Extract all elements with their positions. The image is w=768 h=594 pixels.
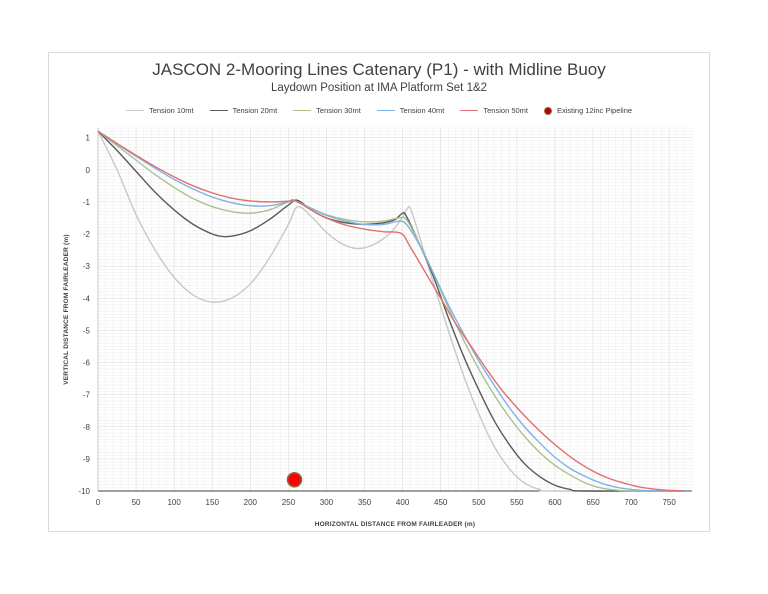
pipeline-marker (286, 472, 303, 488)
x-tick-label: 0 (96, 498, 101, 507)
legend-label: Tension 10mt (148, 106, 194, 115)
series-line-tension-10 (97, 130, 693, 492)
y-tick-label: -7 (83, 391, 91, 400)
legend-item-tension-10: Tension 10mt (125, 106, 194, 115)
y-tick-label: -3 (83, 262, 91, 271)
x-tick-label: 450 (434, 498, 448, 507)
legend-item-tension-50: Tension 50mt (460, 106, 528, 115)
x-axis-title: HORIZONTAL DISTANCE FROM FAIRLEADER (m) (315, 521, 476, 528)
series-line-tension-50 (97, 130, 685, 492)
x-tick-label: 700 (624, 498, 638, 507)
legend-swatch (460, 109, 479, 112)
x-tick-label: 150 (206, 498, 220, 507)
chart-subtitle: Laydown Position at IMA Platform Set 1&2 (270, 82, 488, 94)
legend-label: Tension 50mt (483, 106, 528, 115)
chart-legend: Tension 10mt Tension 20mt Tension 30mt Tens… (48, 106, 710, 115)
y-tick-label: -2 (83, 230, 91, 239)
legend-swatch (125, 109, 144, 112)
y-tick-label: -4 (83, 294, 91, 303)
legend-item-tension-20: Tension 20mt (209, 106, 278, 115)
x-tick-label: 300 (320, 498, 334, 507)
series-line-tension-20 (97, 130, 693, 492)
legend-label: Existing 12inc Pipeline (557, 106, 633, 115)
chart-title-suffix: with Midline Buoy (468, 60, 606, 79)
x-tick-label: 650 (586, 498, 600, 507)
y-tick-label: -9 (83, 455, 91, 464)
legend-swatch (544, 106, 552, 115)
series-line-tension-30 (97, 130, 693, 492)
x-tick-label: 100 (167, 498, 181, 507)
legend-label: Tension 40mt (399, 106, 445, 115)
x-tick-label: 350 (358, 498, 372, 507)
y-tick-label: -5 (83, 326, 91, 335)
x-tick-label: 250 (282, 498, 296, 507)
x-tick-label: 750 (662, 498, 676, 507)
legend-swatch (209, 109, 228, 112)
legend-label: Tension 20mt (232, 106, 278, 115)
x-tick-label: 400 (396, 498, 410, 507)
legend-swatch (376, 109, 395, 112)
chart-title: JASCON 2-Mooring Lines Catenary (P1) - w… (48, 60, 710, 80)
x-tick-label: 550 (510, 498, 524, 507)
x-tick-label: 600 (548, 498, 562, 507)
x-tick-label: 200 (244, 498, 258, 507)
legend-item-pipeline: Existing 12inc Pipeline (544, 106, 632, 115)
series-line-tension-40 (97, 130, 693, 492)
y-tick-label: -1 (83, 198, 91, 207)
y-axis-title: VERTICAL DISTANCE FROM FAIRLEADER (m) (63, 234, 70, 385)
y-tick-label: -8 (83, 423, 91, 432)
y-tick-label: -6 (83, 359, 91, 368)
y-tick-label: 0 (86, 166, 91, 175)
x-tick-label: 500 (472, 498, 486, 507)
y-tick-label: 1 (86, 134, 91, 143)
chart-title-main: JASCON 2-Mooring Lines Catenary (P1) - (152, 60, 469, 79)
y-tick-label: -10 (78, 487, 90, 496)
legend-item-tension-40: Tension 40mt (376, 106, 445, 115)
x-tick-label: 50 (132, 498, 141, 507)
legend-item-tension-30: Tension 30mt (293, 106, 361, 115)
legend-swatch (293, 109, 312, 112)
legend-label: Tension 30mt (316, 106, 361, 115)
